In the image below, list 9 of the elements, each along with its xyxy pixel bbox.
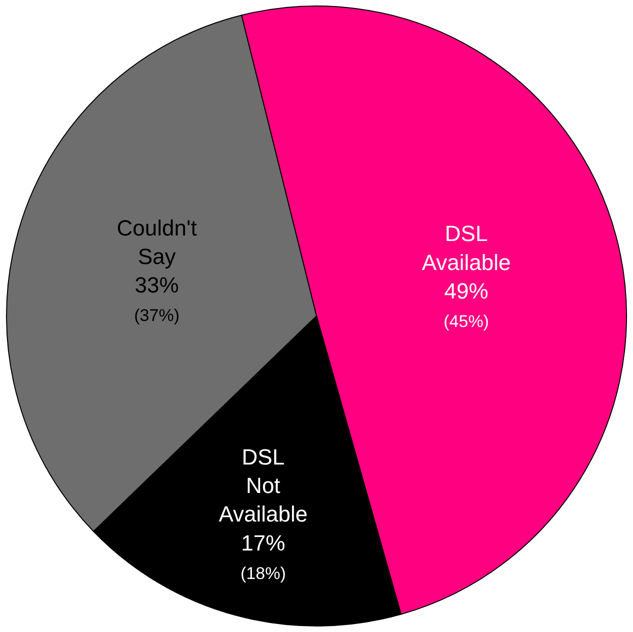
data-label: 33% bbox=[134, 272, 179, 298]
data-label: 17% bbox=[241, 530, 286, 556]
data-label: 49% bbox=[444, 278, 488, 304]
text: (45%) bbox=[444, 312, 489, 332]
text: (37%) bbox=[134, 306, 180, 326]
slice-label: DSL Available bbox=[422, 221, 511, 275]
slice-label: DSL Not Available bbox=[218, 444, 308, 527]
slice-label: Couldn't Say bbox=[116, 215, 197, 269]
text: (18%) bbox=[240, 564, 286, 583]
